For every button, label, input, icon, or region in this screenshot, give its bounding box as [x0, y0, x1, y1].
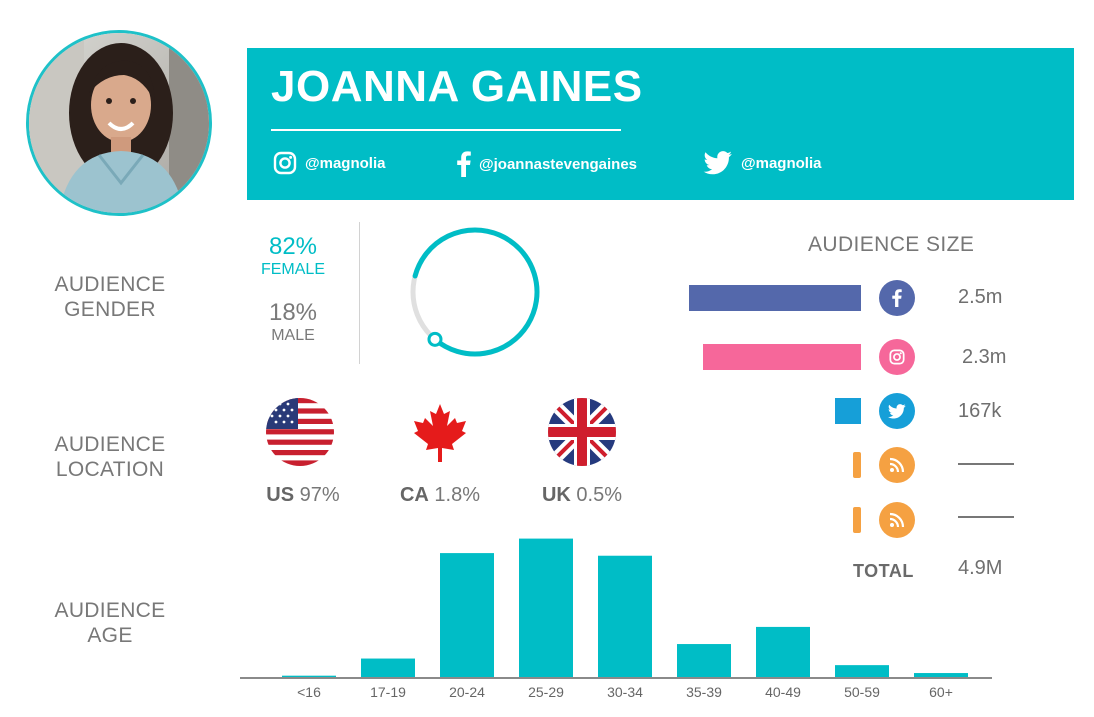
- twitter-icon[interactable]: [879, 393, 915, 429]
- female-arc: [412, 227, 540, 357]
- male-percent: 18%: [268, 299, 318, 326]
- size-value-empty: [958, 463, 1014, 465]
- uk-flag-icon: [548, 398, 616, 471]
- instagram-handle-text: @magnolia: [305, 154, 386, 172]
- location-uk: UK 0.5%: [530, 484, 634, 507]
- instagram-icon[interactable]: [879, 339, 915, 375]
- age-tick-label: 40-49: [765, 684, 801, 700]
- age-bar-50-59: [835, 665, 889, 677]
- age-bar-35-39: [677, 644, 731, 677]
- size-value-empty: [958, 516, 1014, 518]
- age-bar-20-24: [440, 553, 494, 677]
- label-line: LOCATION: [55, 458, 165, 481]
- size-bar-rss: [853, 507, 861, 533]
- twitter-handle[interactable]: @magnolia: [703, 151, 821, 175]
- audience-size-title: AUDIENCE SIZE: [808, 233, 975, 256]
- age-tick-label: 25-29: [528, 684, 564, 700]
- instagram-icon: [273, 151, 297, 175]
- size-value-facebook: 2.5m: [958, 286, 1003, 308]
- age-tick-label: 20-24: [449, 684, 485, 700]
- audience-age-label: AUDIENCE AGE: [40, 598, 180, 648]
- age-bar-<16: [282, 675, 336, 677]
- header-divider: [271, 129, 621, 131]
- location-code: UK: [541, 484, 571, 506]
- profile-header: JOANNA GAINES @magnolia @joannastevengai…: [247, 48, 1074, 200]
- audience-age-chart: <16 17-19 20-24 25-29 30-34 35-39 40-49 50-59 60…: [240, 538, 992, 700]
- audience-location-label: AUDIENCE LOCATION: [40, 432, 180, 482]
- location-code: CA: [399, 484, 429, 506]
- total-label: TOTAL: [853, 561, 914, 581]
- age-tick-label: <16: [297, 684, 321, 700]
- label-line: GENDER: [64, 298, 156, 321]
- female-percent: 82%: [268, 233, 318, 260]
- profile-name: JOANNA GAINES: [271, 62, 643, 111]
- size-value-twitter: 167k: [958, 400, 1002, 422]
- female-label: FEMALE: [260, 261, 325, 278]
- gender-divider: [359, 222, 360, 364]
- location-ca: CA 1.8%: [390, 484, 490, 507]
- age-tick-label: 50-59: [844, 684, 880, 700]
- age-bar-30-34: [598, 555, 652, 677]
- twitter-icon: [703, 151, 733, 175]
- location-percent: 97%: [299, 484, 340, 506]
- instagram-handle[interactable]: @magnolia: [273, 151, 385, 175]
- location-us: US 97%: [258, 484, 348, 507]
- arc-end-marker: [427, 331, 443, 347]
- age-bar-60+: [914, 673, 968, 677]
- age-tick-label: 30-34: [607, 684, 643, 700]
- size-value-instagram: 2.3m: [962, 346, 1007, 368]
- audience-gender-label: AUDIENCE GENDER: [40, 272, 180, 322]
- rss-icon[interactable]: [879, 502, 915, 538]
- total-value: 4.9M: [958, 557, 1003, 579]
- us-flag-icon: [266, 398, 334, 471]
- profile-avatar: [26, 30, 212, 216]
- age-bar-17-19: [361, 658, 415, 677]
- label-line: AGE: [87, 624, 133, 647]
- facebook-handle[interactable]: @joannastevengaines: [457, 151, 637, 177]
- age-tick-label: 35-39: [686, 684, 722, 700]
- twitter-handle-text: @magnolia: [741, 154, 822, 172]
- size-bar-rss: [853, 452, 861, 478]
- age-bar-25-29: [519, 538, 573, 677]
- label-line: AUDIENCE: [54, 433, 166, 456]
- size-bar-facebook: [689, 285, 861, 311]
- age-tick-label: 60+: [929, 684, 953, 700]
- label-line: AUDIENCE: [54, 273, 166, 296]
- gender-ring-chart: [410, 227, 540, 357]
- location-percent: 1.8%: [434, 484, 481, 506]
- facebook-icon[interactable]: [879, 280, 915, 316]
- size-bar-instagram: [702, 344, 861, 370]
- canada-maple-leaf-icon: [412, 402, 468, 469]
- facebook-handle-text: @joannastevengaines: [479, 155, 638, 173]
- age-bar-40-49: [756, 626, 810, 677]
- location-percent: 0.5%: [576, 484, 623, 506]
- rss-icon[interactable]: [879, 447, 915, 483]
- facebook-icon: [457, 151, 471, 177]
- size-bar-twitter: [835, 398, 861, 424]
- label-line: AUDIENCE: [54, 599, 166, 622]
- gender-stats: 82% FEMALE 18% MALE: [240, 233, 346, 345]
- age-tick-label: 17-19: [370, 684, 406, 700]
- male-label: MALE: [271, 327, 315, 344]
- location-code: US: [266, 484, 295, 506]
